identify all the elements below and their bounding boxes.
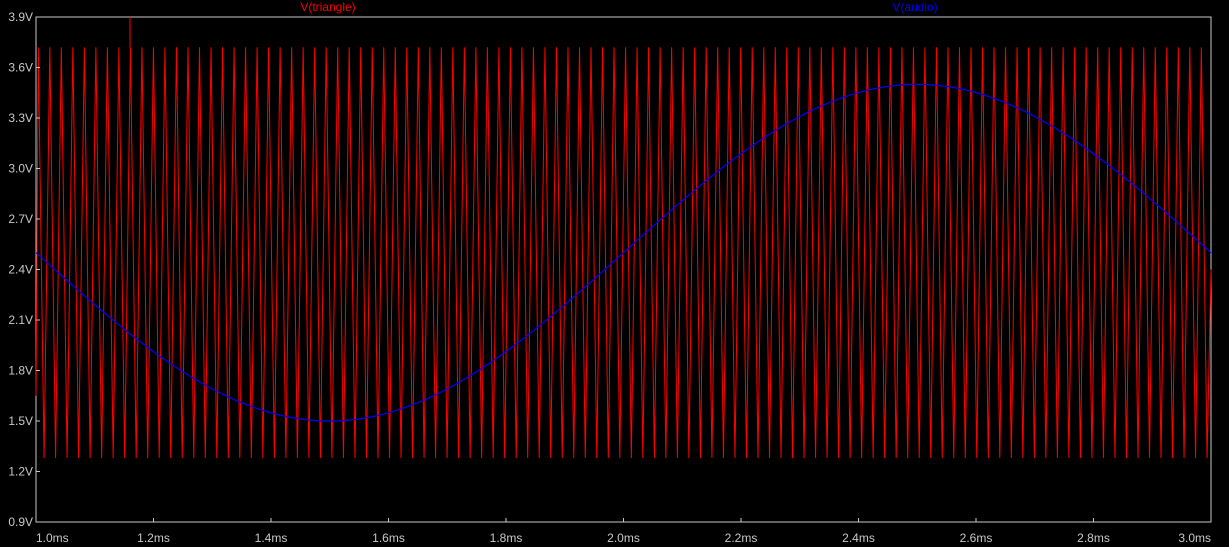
- x-tick-label: 1.6ms: [372, 531, 405, 545]
- y-tick-label: 1.5V: [8, 414, 33, 428]
- y-tick-label: 2.4V: [8, 263, 33, 277]
- y-tick-label: 3.0V: [8, 162, 33, 176]
- x-tick-label: 1.2ms: [137, 531, 170, 545]
- x-tick-label: 1.8ms: [490, 531, 523, 545]
- x-tick-label: 2.0ms: [607, 531, 640, 545]
- x-tick-label: 1.4ms: [255, 531, 288, 545]
- y-tick-label: 3.9V: [8, 10, 33, 24]
- y-tick-label: 3.6V: [8, 61, 33, 75]
- legend-v-audio[interactable]: V(audio): [892, 0, 937, 14]
- y-tick-label: 2.1V: [8, 313, 33, 327]
- x-tick-label: 2.8ms: [1077, 531, 1110, 545]
- x-tick-label: 2.6ms: [960, 531, 993, 545]
- y-tick-label: 0.9V: [8, 515, 33, 529]
- y-tick-label: 2.7V: [8, 212, 33, 226]
- series-line-v-audio: [35, 83, 1212, 422]
- y-tick-label: 1.2V: [8, 465, 33, 479]
- x-tick-label: 1.0ms: [36, 531, 69, 545]
- x-tick-label: 2.4ms: [842, 531, 875, 545]
- y-tick-label: 3.3V: [8, 111, 33, 125]
- x-tick-label: 3.0ms: [1178, 531, 1211, 545]
- legend-v-triangle[interactable]: V(triangle): [300, 0, 355, 14]
- y-tick-label: 1.8V: [8, 364, 33, 378]
- x-tick-label: 2.2ms: [725, 531, 758, 545]
